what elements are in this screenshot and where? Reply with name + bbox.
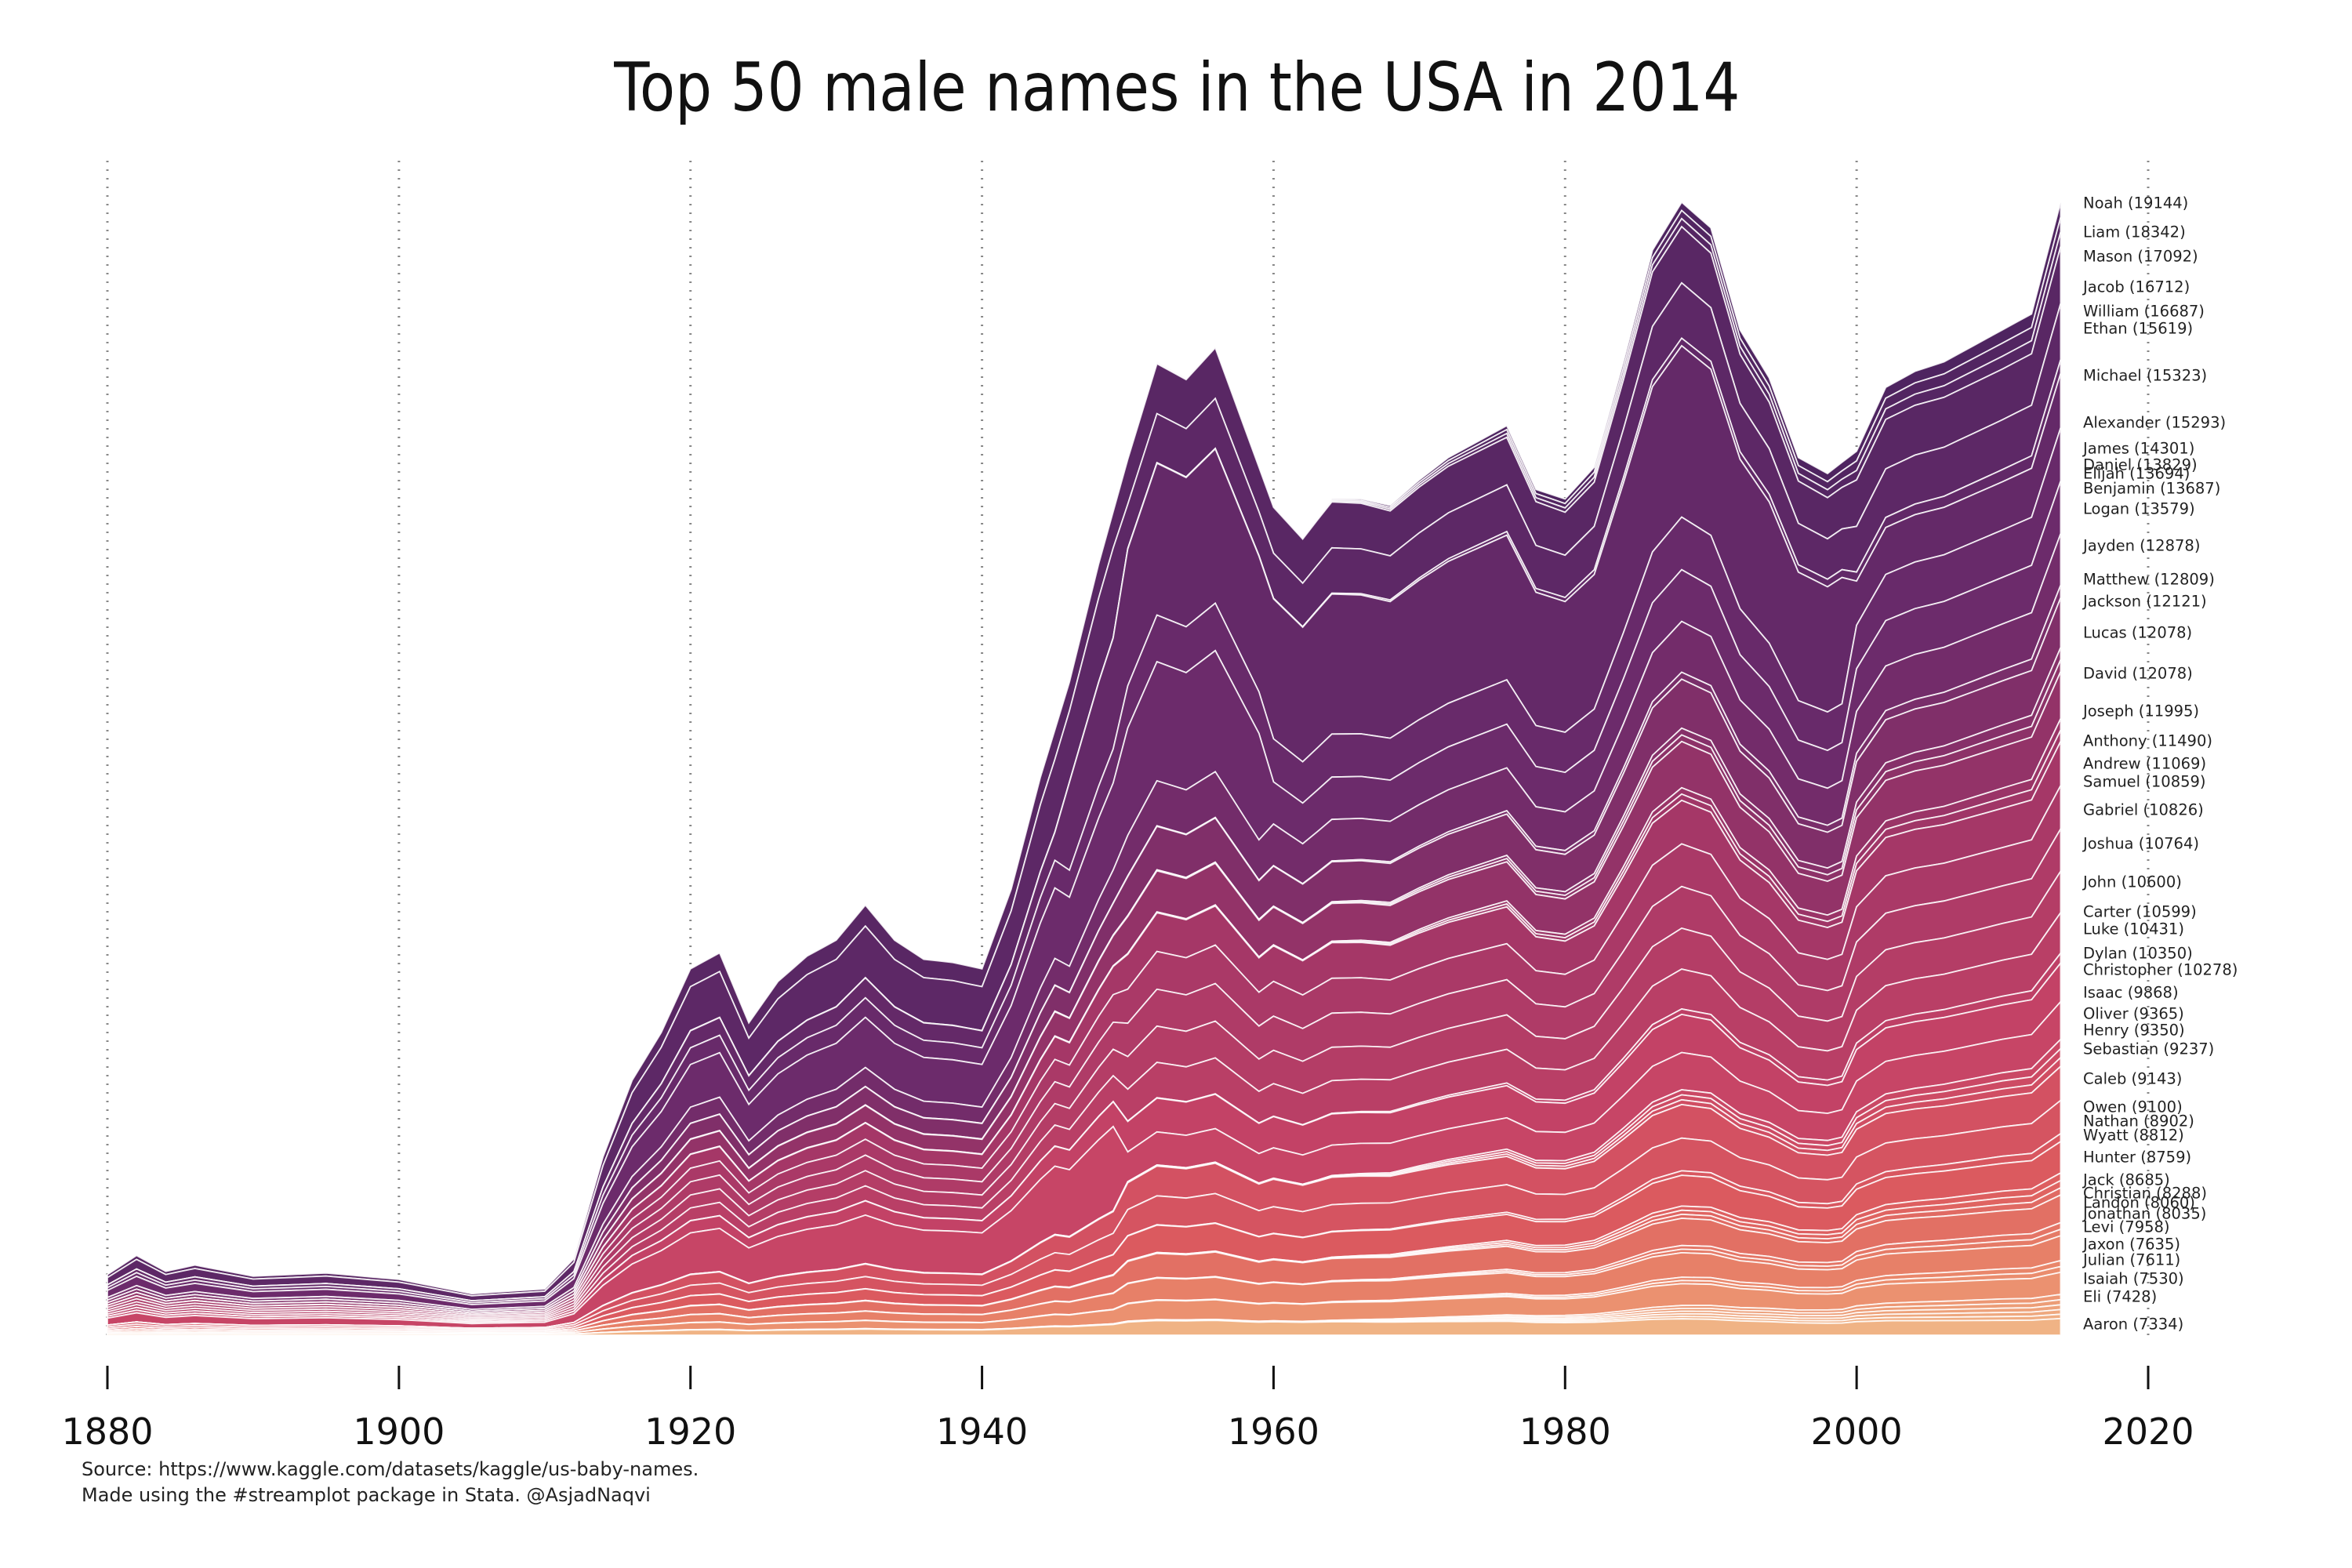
x-tick-label-1880: 1880 [61, 1410, 153, 1453]
series-label-joshua: Joshua (10764) [2082, 835, 2199, 853]
series-label-david: David (12078) [2083, 665, 2193, 683]
series-label-benjamin: Benjamin (13687) [2083, 480, 2220, 498]
series-labels: Noah (19144) Liam (18342) Mason (17092) Jac… [2082, 194, 2238, 1334]
x-tick-label-1960: 1960 [1228, 1410, 1319, 1453]
series-label-noah: Noah (19144) [2083, 194, 2188, 212]
series-label-sebastian: Sebastian (9237) [2083, 1040, 2214, 1058]
series-label-levi: Levi (7958) [2083, 1218, 2170, 1236]
x-tick-label-1920: 1920 [644, 1410, 736, 1453]
series-label-gabriel: Gabriel (10826) [2083, 801, 2204, 819]
series-label-hunter: Hunter (8759) [2083, 1149, 2191, 1167]
series-label-michael: Michael (15323) [2083, 367, 2207, 385]
series-label-alexander: Alexander (15293) [2083, 414, 2226, 432]
series-label-john: John (10600) [2082, 873, 2182, 891]
x-tick-label-2000: 2000 [1811, 1410, 1903, 1453]
series-label-isaac: Isaac (9868) [2083, 984, 2179, 1002]
series-label-andrew: Andrew (11069) [2083, 755, 2206, 773]
series-label-eli: Eli (7428) [2083, 1288, 2157, 1306]
series-label-william: William (16687) [2083, 303, 2205, 321]
chart-title: Top 50 male names in the USA in 2014 [614, 49, 1740, 127]
x-tick-label-1980: 1980 [1519, 1410, 1611, 1453]
series-label-wyatt: Wyatt (8812) [2083, 1127, 2184, 1145]
series-label-dylan: Dylan (10350) [2083, 945, 2193, 963]
series-label-anthony: Anthony (11490) [2083, 732, 2212, 750]
x-tick-label-1900: 1900 [353, 1410, 445, 1453]
series-label-jacob: Jacob (16712) [2082, 278, 2190, 296]
series-label-ethan: Ethan (15619) [2083, 320, 2193, 338]
series-label-mason: Mason (17092) [2083, 248, 2198, 266]
series-label-samuel: Samuel (10859) [2083, 773, 2206, 791]
x-axis: 1880 1900 1920 1940 1960 1980 2000 2020 [61, 1366, 2194, 1453]
series-label-christopher: Christopher (10278) [2083, 961, 2238, 979]
series-label-elijah: Elijah (13694) [2083, 465, 2190, 483]
x-tick-label-1940: 1940 [936, 1410, 1028, 1453]
series-label-landon: Landon (8060) [2083, 1194, 2195, 1212]
series-label-oliver: Oliver (9365) [2083, 1005, 2184, 1023]
series-label-matthew: Matthew (12809) [2083, 571, 2215, 589]
series-label-james: James (14301) [2082, 440, 2194, 458]
credit-note: Made using the #streamplot package in St… [82, 1484, 651, 1506]
stream-layers [107, 201, 2062, 1336]
series-label-liam: Liam (18342) [2083, 223, 2186, 241]
series-label-jayden: Jayden (12878) [2082, 537, 2200, 555]
x-tick-label-2020: 2020 [2102, 1410, 2194, 1453]
series-label-lucas: Lucas (12078) [2083, 624, 2192, 642]
series-label-isaiah: Isaiah (7530) [2083, 1270, 2184, 1288]
series-label-jaxon: Jaxon (7635) [2082, 1236, 2180, 1254]
series-label-logan: Logan (13579) [2083, 500, 2195, 518]
series-label-caleb: Caleb (9143) [2083, 1070, 2182, 1088]
series-label-carter: Carter (10599) [2083, 903, 2197, 921]
series-label-jack: Jack (8685) [2082, 1171, 2170, 1189]
series-label-jackson: Jackson (12121) [2082, 593, 2207, 611]
series-label-julian: Julian (7611) [2082, 1251, 2180, 1269]
stream-aaron [107, 1317, 2062, 1336]
series-label-henry: Henry (9350) [2083, 1022, 2185, 1040]
series-label-nathan: Nathan (8902) [2083, 1112, 2194, 1131]
series-label-owen: Owen (9100) [2083, 1098, 2183, 1116]
series-label-joseph: Joseph (11995) [2082, 702, 2199, 720]
series-label-christian: Christian (8288) [2083, 1185, 2207, 1203]
series-label-daniel: Daniel (13829) [2083, 456, 2198, 474]
series-label-jonathan: Jonathan (8035) [2082, 1205, 2206, 1223]
series-label-aaron: Aaron (7334) [2083, 1316, 2183, 1334]
source-note: Source: https://www.kaggle.com/datasets/… [82, 1458, 699, 1480]
series-label-luke: Luke (10431) [2083, 920, 2184, 938]
